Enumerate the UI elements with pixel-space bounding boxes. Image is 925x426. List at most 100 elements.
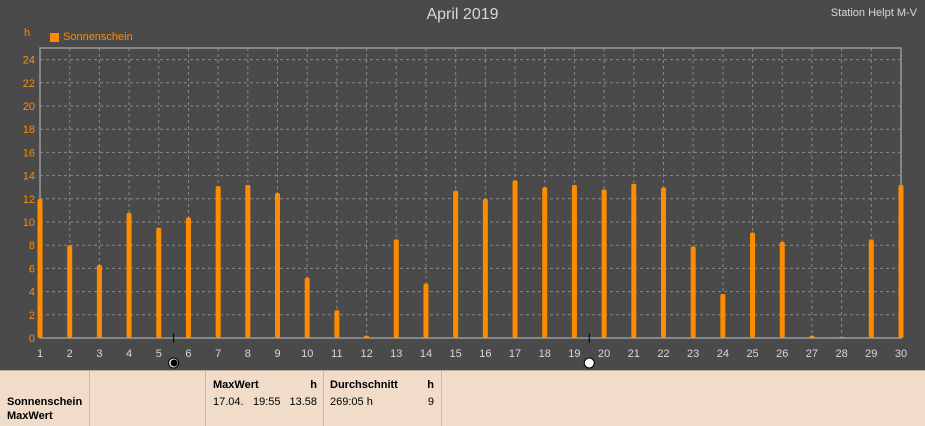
bar-day-27: [809, 335, 815, 338]
y-tick-label: 8: [29, 240, 35, 252]
bar-day-2: [67, 245, 73, 338]
x-tick-label: 10: [301, 348, 313, 360]
y-tick-label: 10: [23, 217, 35, 229]
x-tick-label: 11: [331, 348, 342, 360]
x-tick-label: 9: [274, 348, 280, 360]
bar-day-20: [601, 189, 607, 338]
station-name: Station Helpt M-V: [830, 7, 917, 19]
y-tick-label: 2: [29, 310, 35, 322]
chart-area: 0 2 4 6 8 10 12 14 16 18 20 22 24 1 2 3 4 5 6 7 8 9 10 11 12 13 14…: [22, 6, 917, 369]
avg-header: Durchschnitt: [330, 379, 398, 391]
avg-unit: h: [427, 379, 434, 391]
x-tick-label: 27: [806, 348, 818, 360]
bar-day-26: [779, 241, 785, 338]
bar-day-11: [334, 310, 340, 338]
bar-day-19: [571, 184, 577, 338]
summary-max-cell: MaxWert h 17.04. 19:55 13.58: [206, 371, 324, 426]
bar-day-1: [37, 198, 43, 338]
bar-day-18: [542, 187, 548, 338]
summary-empty-cell: [90, 371, 206, 426]
x-tick-label: 26: [776, 348, 788, 360]
chart-title: April 2019: [426, 6, 499, 23]
max-time: 19:55: [253, 396, 281, 408]
bar-day-10: [304, 277, 310, 338]
y-tick-label: 4: [29, 287, 35, 299]
x-tick-label: 14: [420, 348, 432, 360]
x-tick-label: 29: [865, 348, 877, 360]
max-value: 13.58: [289, 396, 317, 408]
bar-day-6: [185, 217, 191, 338]
x-tick-label: 1: [37, 348, 43, 360]
y-tick-label: 16: [23, 147, 35, 159]
legend-swatch: [50, 32, 59, 42]
x-tick-label: 7: [215, 348, 221, 360]
x-tick-label: 6: [185, 348, 191, 360]
max-header: MaxWert: [213, 379, 259, 391]
x-tick-label: 30: [895, 348, 907, 360]
x-tick-label: 28: [835, 348, 847, 360]
new-moon-icon-fill: [170, 359, 178, 367]
x-tick-label: 22: [657, 348, 669, 360]
x-tick-label: 19: [568, 348, 580, 360]
plot-frame: [39, 47, 902, 339]
summary-label-cell: Sonnenschein MaxWert: [0, 371, 90, 426]
x-tick-label: 18: [539, 348, 551, 360]
bar-day-29: [868, 239, 874, 338]
bar-day-15: [453, 190, 459, 338]
max-unit: h: [310, 379, 317, 391]
x-tick-label: 4: [126, 348, 132, 360]
x-tick-label: 12: [360, 348, 372, 360]
x-tick-label: 25: [746, 348, 758, 360]
summary-avg-cell: Durchschnitt h 269:05 h 9: [324, 371, 442, 426]
x-tick-label: 5: [156, 348, 162, 360]
avg-total: 269:05 h: [330, 396, 373, 408]
x-tick-label: 3: [96, 348, 102, 360]
x-tick-label: 13: [390, 348, 402, 360]
y-tick-label: 18: [23, 124, 35, 136]
summary-max-label: MaxWert: [7, 410, 53, 422]
bar-day-9: [275, 193, 281, 338]
y-tick-label: 24: [23, 55, 35, 67]
bar-day-21: [631, 183, 637, 338]
y-tick-label: 12: [23, 194, 35, 206]
legend-label: Sonnenschein: [63, 31, 133, 43]
x-tick-label: 20: [598, 348, 610, 360]
y-tick-label: 14: [23, 171, 35, 183]
max-date: 17.04.: [213, 396, 244, 408]
y-tick-label: 20: [23, 101, 35, 113]
y-tick-label: 6: [29, 263, 35, 275]
bar-day-30: [898, 184, 904, 338]
x-tick-label: 24: [717, 348, 729, 360]
summary-series-label: Sonnenschein: [7, 396, 83, 408]
bar-day-3: [96, 264, 102, 338]
bar-day-13: [393, 239, 399, 338]
x-tick-label: 8: [245, 348, 251, 360]
bar-day-8: [245, 184, 251, 338]
bar-day-23: [690, 246, 696, 338]
bar-day-22: [660, 187, 666, 338]
summary-table: Sonnenschein MaxWert MaxWert h 17.04. 19…: [0, 370, 925, 426]
legend: Sonnenschein: [50, 31, 133, 43]
y-tick-label: 0: [29, 333, 35, 345]
x-tick-label: 21: [628, 348, 640, 360]
bar-day-4: [126, 212, 132, 338]
x-tick-label: 23: [687, 348, 699, 360]
bar-day-5: [156, 227, 162, 338]
y-tick-label: 22: [23, 78, 35, 90]
x-tick-label: 15: [450, 348, 462, 360]
bar-day-24: [720, 293, 726, 338]
bar-day-16: [482, 198, 488, 338]
full-moon-icon: [583, 357, 595, 369]
x-tick-label: 17: [509, 348, 521, 360]
bar-day-17: [512, 180, 518, 338]
x-tick-label: 16: [479, 348, 491, 360]
bar-day-14: [423, 283, 429, 338]
bar-day-28: [839, 336, 845, 338]
y-axis-unit: h: [24, 27, 31, 39]
bar-day-7: [215, 186, 221, 338]
bar-day-25: [750, 232, 756, 338]
avg-value: 9: [427, 396, 434, 408]
x-tick-label: 2: [67, 348, 73, 360]
bar-day-12: [364, 335, 370, 338]
